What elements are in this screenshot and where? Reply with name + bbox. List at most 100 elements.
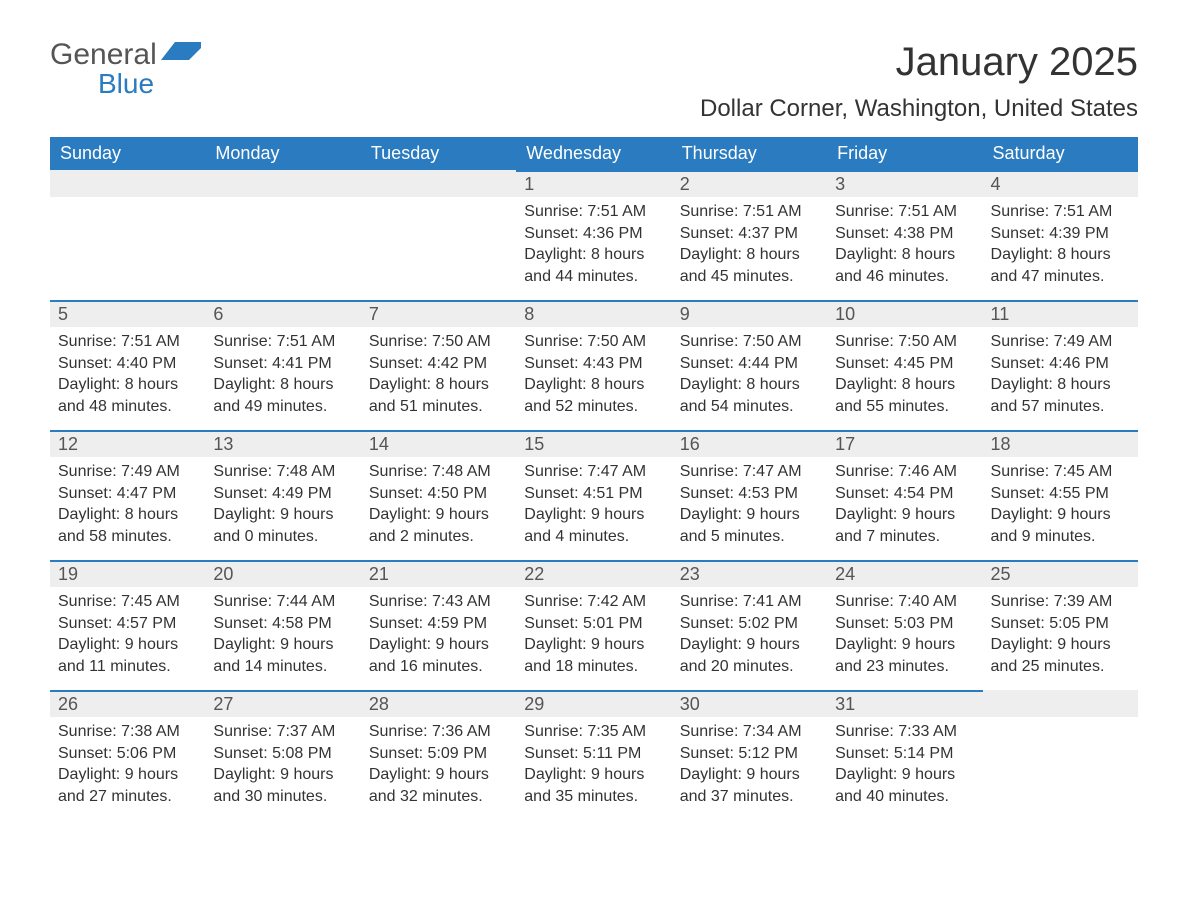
day-number: 27	[205, 690, 360, 717]
daylight-text: Daylight: 8 hours and 47 minutes.	[991, 244, 1130, 287]
day-number: 20	[205, 560, 360, 587]
sunset-text: Sunset: 5:05 PM	[991, 613, 1130, 635]
sunrise-text: Sunrise: 7:43 AM	[369, 591, 508, 613]
sunset-text: Sunset: 4:50 PM	[369, 483, 508, 505]
sunrise-text: Sunrise: 7:51 AM	[213, 331, 352, 353]
day-content: Sunrise: 7:50 AMSunset: 4:43 PMDaylight:…	[516, 327, 671, 425]
day-content: Sunrise: 7:50 AMSunset: 4:44 PMDaylight:…	[672, 327, 827, 425]
day-number: 5	[50, 300, 205, 327]
sunset-text: Sunset: 4:43 PM	[524, 353, 663, 375]
calendar-cell: 15Sunrise: 7:47 AMSunset: 4:51 PMDayligh…	[516, 430, 671, 560]
day-content: Sunrise: 7:50 AMSunset: 4:45 PMDaylight:…	[827, 327, 982, 425]
calendar-cell: 7Sunrise: 7:50 AMSunset: 4:42 PMDaylight…	[361, 300, 516, 430]
calendar-cell: 9Sunrise: 7:50 AMSunset: 4:44 PMDaylight…	[672, 300, 827, 430]
logo-text-blue: Blue	[98, 70, 154, 98]
calendar-week-row: 5Sunrise: 7:51 AMSunset: 4:40 PMDaylight…	[50, 300, 1138, 430]
sunset-text: Sunset: 5:06 PM	[58, 743, 197, 765]
day-content: Sunrise: 7:51 AMSunset: 4:41 PMDaylight:…	[205, 327, 360, 425]
day-number: 21	[361, 560, 516, 587]
sunrise-text: Sunrise: 7:51 AM	[835, 201, 974, 223]
day-number: 14	[361, 430, 516, 457]
day-content: Sunrise: 7:51 AMSunset: 4:38 PMDaylight:…	[827, 197, 982, 295]
day-number: 2	[672, 170, 827, 197]
day-number: 8	[516, 300, 671, 327]
sunset-text: Sunset: 4:47 PM	[58, 483, 197, 505]
sunset-text: Sunset: 4:51 PM	[524, 483, 663, 505]
logo-text-general: General	[50, 40, 157, 70]
day-content: Sunrise: 7:33 AMSunset: 5:14 PMDaylight:…	[827, 717, 982, 815]
calendar-cell: 11Sunrise: 7:49 AMSunset: 4:46 PMDayligh…	[983, 300, 1138, 430]
sunset-text: Sunset: 5:02 PM	[680, 613, 819, 635]
calendar-cell: 8Sunrise: 7:50 AMSunset: 4:43 PMDaylight…	[516, 300, 671, 430]
month-title: January 2025	[700, 40, 1138, 85]
sunrise-text: Sunrise: 7:51 AM	[680, 201, 819, 223]
sunrise-text: Sunrise: 7:35 AM	[524, 721, 663, 743]
daylight-text: Daylight: 9 hours and 20 minutes.	[680, 634, 819, 677]
sunrise-text: Sunrise: 7:51 AM	[58, 331, 197, 353]
daylight-text: Daylight: 9 hours and 32 minutes.	[369, 764, 508, 807]
day-content: Sunrise: 7:44 AMSunset: 4:58 PMDaylight:…	[205, 587, 360, 685]
sunrise-text: Sunrise: 7:50 AM	[524, 331, 663, 353]
calendar-table: SundayMondayTuesdayWednesdayThursdayFrid…	[50, 137, 1138, 820]
day-number: 28	[361, 690, 516, 717]
day-number: 19	[50, 560, 205, 587]
day-number	[50, 170, 205, 197]
daylight-text: Daylight: 9 hours and 40 minutes.	[835, 764, 974, 807]
day-content: Sunrise: 7:46 AMSunset: 4:54 PMDaylight:…	[827, 457, 982, 555]
day-content: Sunrise: 7:48 AMSunset: 4:50 PMDaylight:…	[361, 457, 516, 555]
day-number	[983, 690, 1138, 717]
sunset-text: Sunset: 4:45 PM	[835, 353, 974, 375]
day-number: 22	[516, 560, 671, 587]
weekday-header: Sunday	[50, 137, 205, 170]
calendar-week-row: 12Sunrise: 7:49 AMSunset: 4:47 PMDayligh…	[50, 430, 1138, 560]
calendar-cell	[983, 690, 1138, 820]
day-number: 10	[827, 300, 982, 327]
day-number: 7	[361, 300, 516, 327]
calendar-cell: 24Sunrise: 7:40 AMSunset: 5:03 PMDayligh…	[827, 560, 982, 690]
day-number: 12	[50, 430, 205, 457]
sunset-text: Sunset: 5:11 PM	[524, 743, 663, 765]
day-content: Sunrise: 7:51 AMSunset: 4:36 PMDaylight:…	[516, 197, 671, 295]
sunset-text: Sunset: 4:36 PM	[524, 223, 663, 245]
sunset-text: Sunset: 4:54 PM	[835, 483, 974, 505]
calendar-cell: 18Sunrise: 7:45 AMSunset: 4:55 PMDayligh…	[983, 430, 1138, 560]
day-content: Sunrise: 7:51 AMSunset: 4:39 PMDaylight:…	[983, 197, 1138, 295]
day-number: 29	[516, 690, 671, 717]
day-number: 25	[983, 560, 1138, 587]
sunset-text: Sunset: 4:42 PM	[369, 353, 508, 375]
calendar-cell: 26Sunrise: 7:38 AMSunset: 5:06 PMDayligh…	[50, 690, 205, 820]
sunset-text: Sunset: 5:14 PM	[835, 743, 974, 765]
calendar-cell: 20Sunrise: 7:44 AMSunset: 4:58 PMDayligh…	[205, 560, 360, 690]
sunset-text: Sunset: 4:39 PM	[991, 223, 1130, 245]
sunrise-text: Sunrise: 7:36 AM	[369, 721, 508, 743]
day-number: 6	[205, 300, 360, 327]
daylight-text: Daylight: 8 hours and 48 minutes.	[58, 374, 197, 417]
sunrise-text: Sunrise: 7:47 AM	[524, 461, 663, 483]
day-content: Sunrise: 7:51 AMSunset: 4:37 PMDaylight:…	[672, 197, 827, 295]
daylight-text: Daylight: 9 hours and 30 minutes.	[213, 764, 352, 807]
day-content: Sunrise: 7:34 AMSunset: 5:12 PMDaylight:…	[672, 717, 827, 815]
calendar-cell: 29 Sunrise: 7:35 AMSunset: 5:11 PMDayligh…	[516, 690, 671, 820]
daylight-text: Daylight: 9 hours and 9 minutes.	[991, 504, 1130, 547]
calendar-header: SundayMondayTuesdayWednesdayThursdayFrid…	[50, 137, 1138, 170]
day-content: Sunrise: 7:49 AMSunset: 4:46 PMDaylight:…	[983, 327, 1138, 425]
daylight-text: Daylight: 9 hours and 7 minutes.	[835, 504, 974, 547]
calendar-week-row: 19Sunrise: 7:45 AMSunset: 4:57 PMDayligh…	[50, 560, 1138, 690]
daylight-text: Daylight: 9 hours and 18 minutes.	[524, 634, 663, 677]
day-number: 24	[827, 560, 982, 587]
sunrise-text: Sunrise: 7:50 AM	[369, 331, 508, 353]
calendar-cell: 6Sunrise: 7:51 AMSunset: 4:41 PMDaylight…	[205, 300, 360, 430]
daylight-text: Daylight: 9 hours and 35 minutes.	[524, 764, 663, 807]
sunrise-text: Sunrise: 7:34 AM	[680, 721, 819, 743]
weekday-header: Thursday	[672, 137, 827, 170]
daylight-text: Daylight: 9 hours and 27 minutes.	[58, 764, 197, 807]
sunset-text: Sunset: 5:01 PM	[524, 613, 663, 635]
daylight-text: Daylight: 9 hours and 37 minutes.	[680, 764, 819, 807]
sunset-text: Sunset: 4:59 PM	[369, 613, 508, 635]
sunrise-text: Sunrise: 7:45 AM	[58, 591, 197, 613]
day-number: 1	[516, 170, 671, 197]
calendar-cell: 22Sunrise: 7:42 AMSunset: 5:01 PMDayligh…	[516, 560, 671, 690]
daylight-text: Daylight: 9 hours and 11 minutes.	[58, 634, 197, 677]
sunrise-text: Sunrise: 7:51 AM	[524, 201, 663, 223]
day-content: Sunrise: 7:39 AMSunset: 5:05 PMDaylight:…	[983, 587, 1138, 685]
